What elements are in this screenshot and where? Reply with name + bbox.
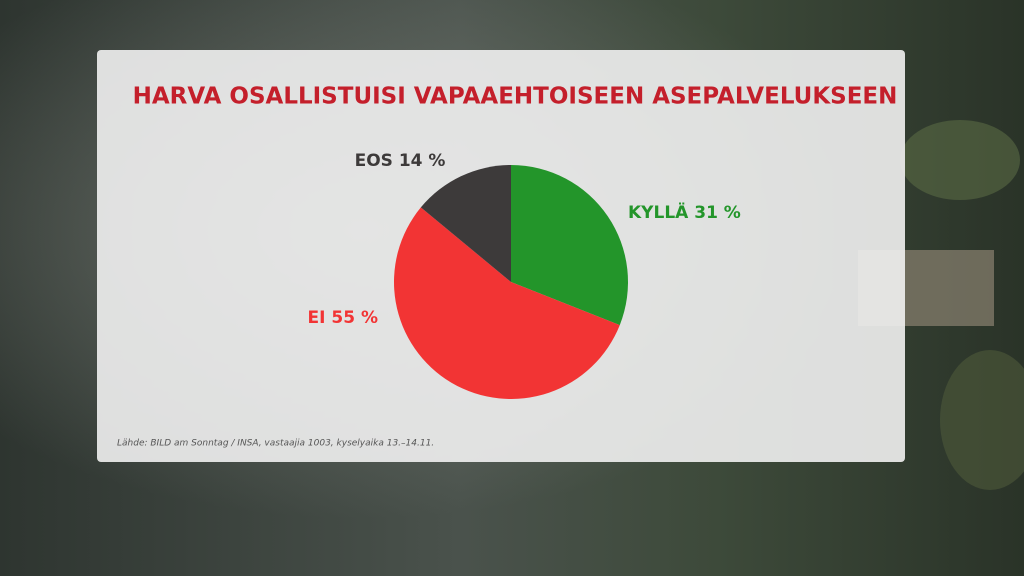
pie-slice [394,207,620,399]
pie-slice [420,165,511,282]
slice-label: EI 55 % [308,308,378,328]
pie-slice [511,165,628,326]
camo-patch [940,350,1024,490]
slice-value-label: 55 % [331,308,378,328]
slice-category: EI [308,308,326,328]
slice-value-label: 31 % [694,203,741,223]
slice-category: EOS [355,151,393,171]
slice-category: KYLLÄ [628,201,689,223]
slice-value-label: 14 % [399,151,446,171]
chart-title: HARVA OSALLISTUISI VAPAAEHTOISEEN ASEPAL… [133,84,898,110]
source-note: Lähde: BILD am Sonntag / INSA, vastaajia… [117,439,434,449]
camo-patch [900,120,1020,200]
slice-label: EOS 14 % [355,151,446,171]
slice-label: KYLLÄ 31 % [628,201,741,223]
